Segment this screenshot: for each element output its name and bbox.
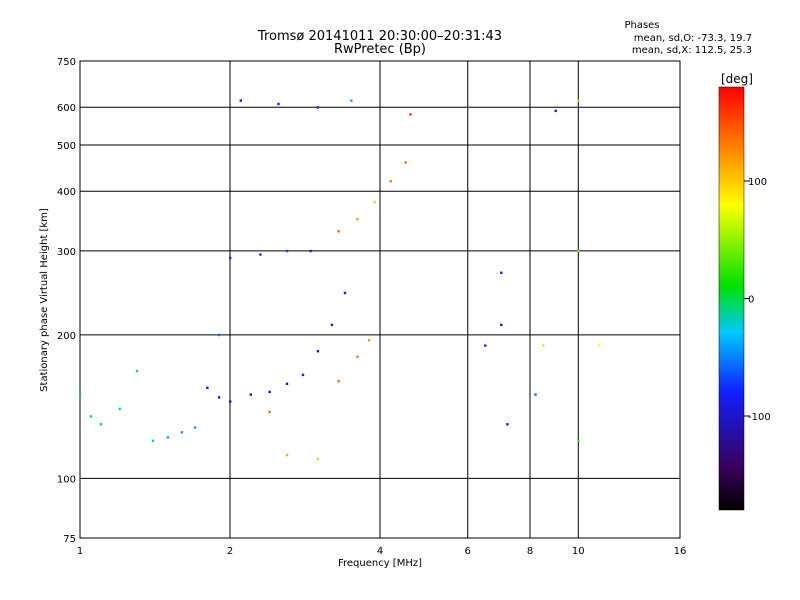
- y-axis-label: Stationary phase Virtual Height [km]: [39, 208, 50, 392]
- colorbar-tick-label: 0: [748, 295, 754, 306]
- data-point: [542, 344, 545, 347]
- colorbar-ticks: 100 0 -100: [744, 177, 771, 423]
- x-tick-label: 8: [527, 546, 533, 557]
- data-point: [316, 457, 320, 461]
- data-point: [373, 200, 376, 204]
- data-point: [89, 415, 92, 418]
- data-point: [239, 99, 242, 102]
- y-tick-label: 600: [57, 103, 76, 114]
- y-tick-label: 750: [57, 57, 76, 68]
- y-tick-label: 75: [63, 534, 76, 545]
- data-point: [285, 453, 289, 457]
- stats-title: Phases: [624, 20, 659, 31]
- y-tick-label: 300: [57, 247, 76, 258]
- data-point: [343, 291, 347, 295]
- data-point: [166, 436, 170, 439]
- data-point: [79, 393, 82, 396]
- x-tick-label: 2: [227, 546, 233, 557]
- colorbar-tick-label: 100: [748, 177, 767, 188]
- x-tick-label: 1: [77, 546, 83, 557]
- data-point: [367, 339, 371, 342]
- data-point: [301, 373, 305, 377]
- data-point: [409, 113, 412, 116]
- data-points: [79, 99, 601, 461]
- data-point: [389, 180, 392, 183]
- grid-lines: [80, 61, 680, 538]
- data-point: [506, 423, 509, 426]
- data-point: [597, 344, 601, 347]
- colorbar-label: [deg]: [721, 72, 753, 86]
- data-point: [404, 161, 407, 164]
- data-point: [356, 217, 359, 221]
- y-tick-label: 200: [57, 331, 76, 342]
- colorbar-tick-label: -100: [748, 412, 771, 423]
- data-point: [554, 109, 557, 113]
- x-tick-label: 4: [377, 546, 383, 557]
- chart-subtitle: RwPretec (Bp): [334, 42, 426, 57]
- data-point: [217, 333, 221, 337]
- data-point: [259, 253, 262, 256]
- stats-line-o: mean, sd,O: -73.3, 19.7: [634, 33, 752, 44]
- data-point: [316, 350, 320, 353]
- data-point: [206, 386, 209, 389]
- data-point: [268, 410, 271, 414]
- y-tick-label: 100: [57, 474, 76, 485]
- data-point: [309, 249, 312, 253]
- data-point: [337, 380, 340, 383]
- data-point: [577, 99, 580, 102]
- data-point: [285, 249, 289, 253]
- colorbar: [718, 86, 745, 511]
- data-point: [356, 355, 359, 358]
- data-point: [118, 407, 121, 411]
- data-point: [135, 369, 139, 373]
- data-point: [577, 439, 580, 442]
- chart-title: Tromsø 20141011 20:30:00–20:31:43: [257, 29, 502, 44]
- data-point: [350, 99, 353, 102]
- data-point: [268, 390, 271, 394]
- x-tick-label: 10: [572, 546, 585, 557]
- data-point: [229, 256, 232, 260]
- data-point: [330, 323, 334, 327]
- data-point: [534, 393, 537, 396]
- data-point: [577, 249, 580, 253]
- y-tick-label: 500: [57, 141, 76, 152]
- data-point: [229, 400, 232, 403]
- data-point: [277, 102, 280, 106]
- data-point: [249, 393, 252, 396]
- data-point: [180, 431, 184, 434]
- data-point: [316, 106, 320, 109]
- x-tick-label: 6: [465, 546, 471, 557]
- data-point: [285, 382, 289, 385]
- x-tick-label: 16: [674, 546, 687, 557]
- data-point: [151, 439, 155, 442]
- data-point: [484, 344, 487, 347]
- data-point: [337, 230, 340, 233]
- data-point: [193, 426, 197, 429]
- data-point: [500, 271, 503, 274]
- y-tick-label: 400: [57, 187, 76, 198]
- data-point: [500, 323, 503, 327]
- data-point: [217, 396, 221, 399]
- x-axis-label: Frequency [MHz]: [338, 558, 422, 569]
- y-tick-labels: 75 100 200 300 400 500 600 750: [57, 57, 76, 545]
- data-point: [99, 423, 102, 426]
- stats-line-x: mean, sd,X: 112.5, 25.3: [632, 45, 752, 56]
- x-tick-labels: 1 2 4 6 8 10 16: [77, 546, 687, 557]
